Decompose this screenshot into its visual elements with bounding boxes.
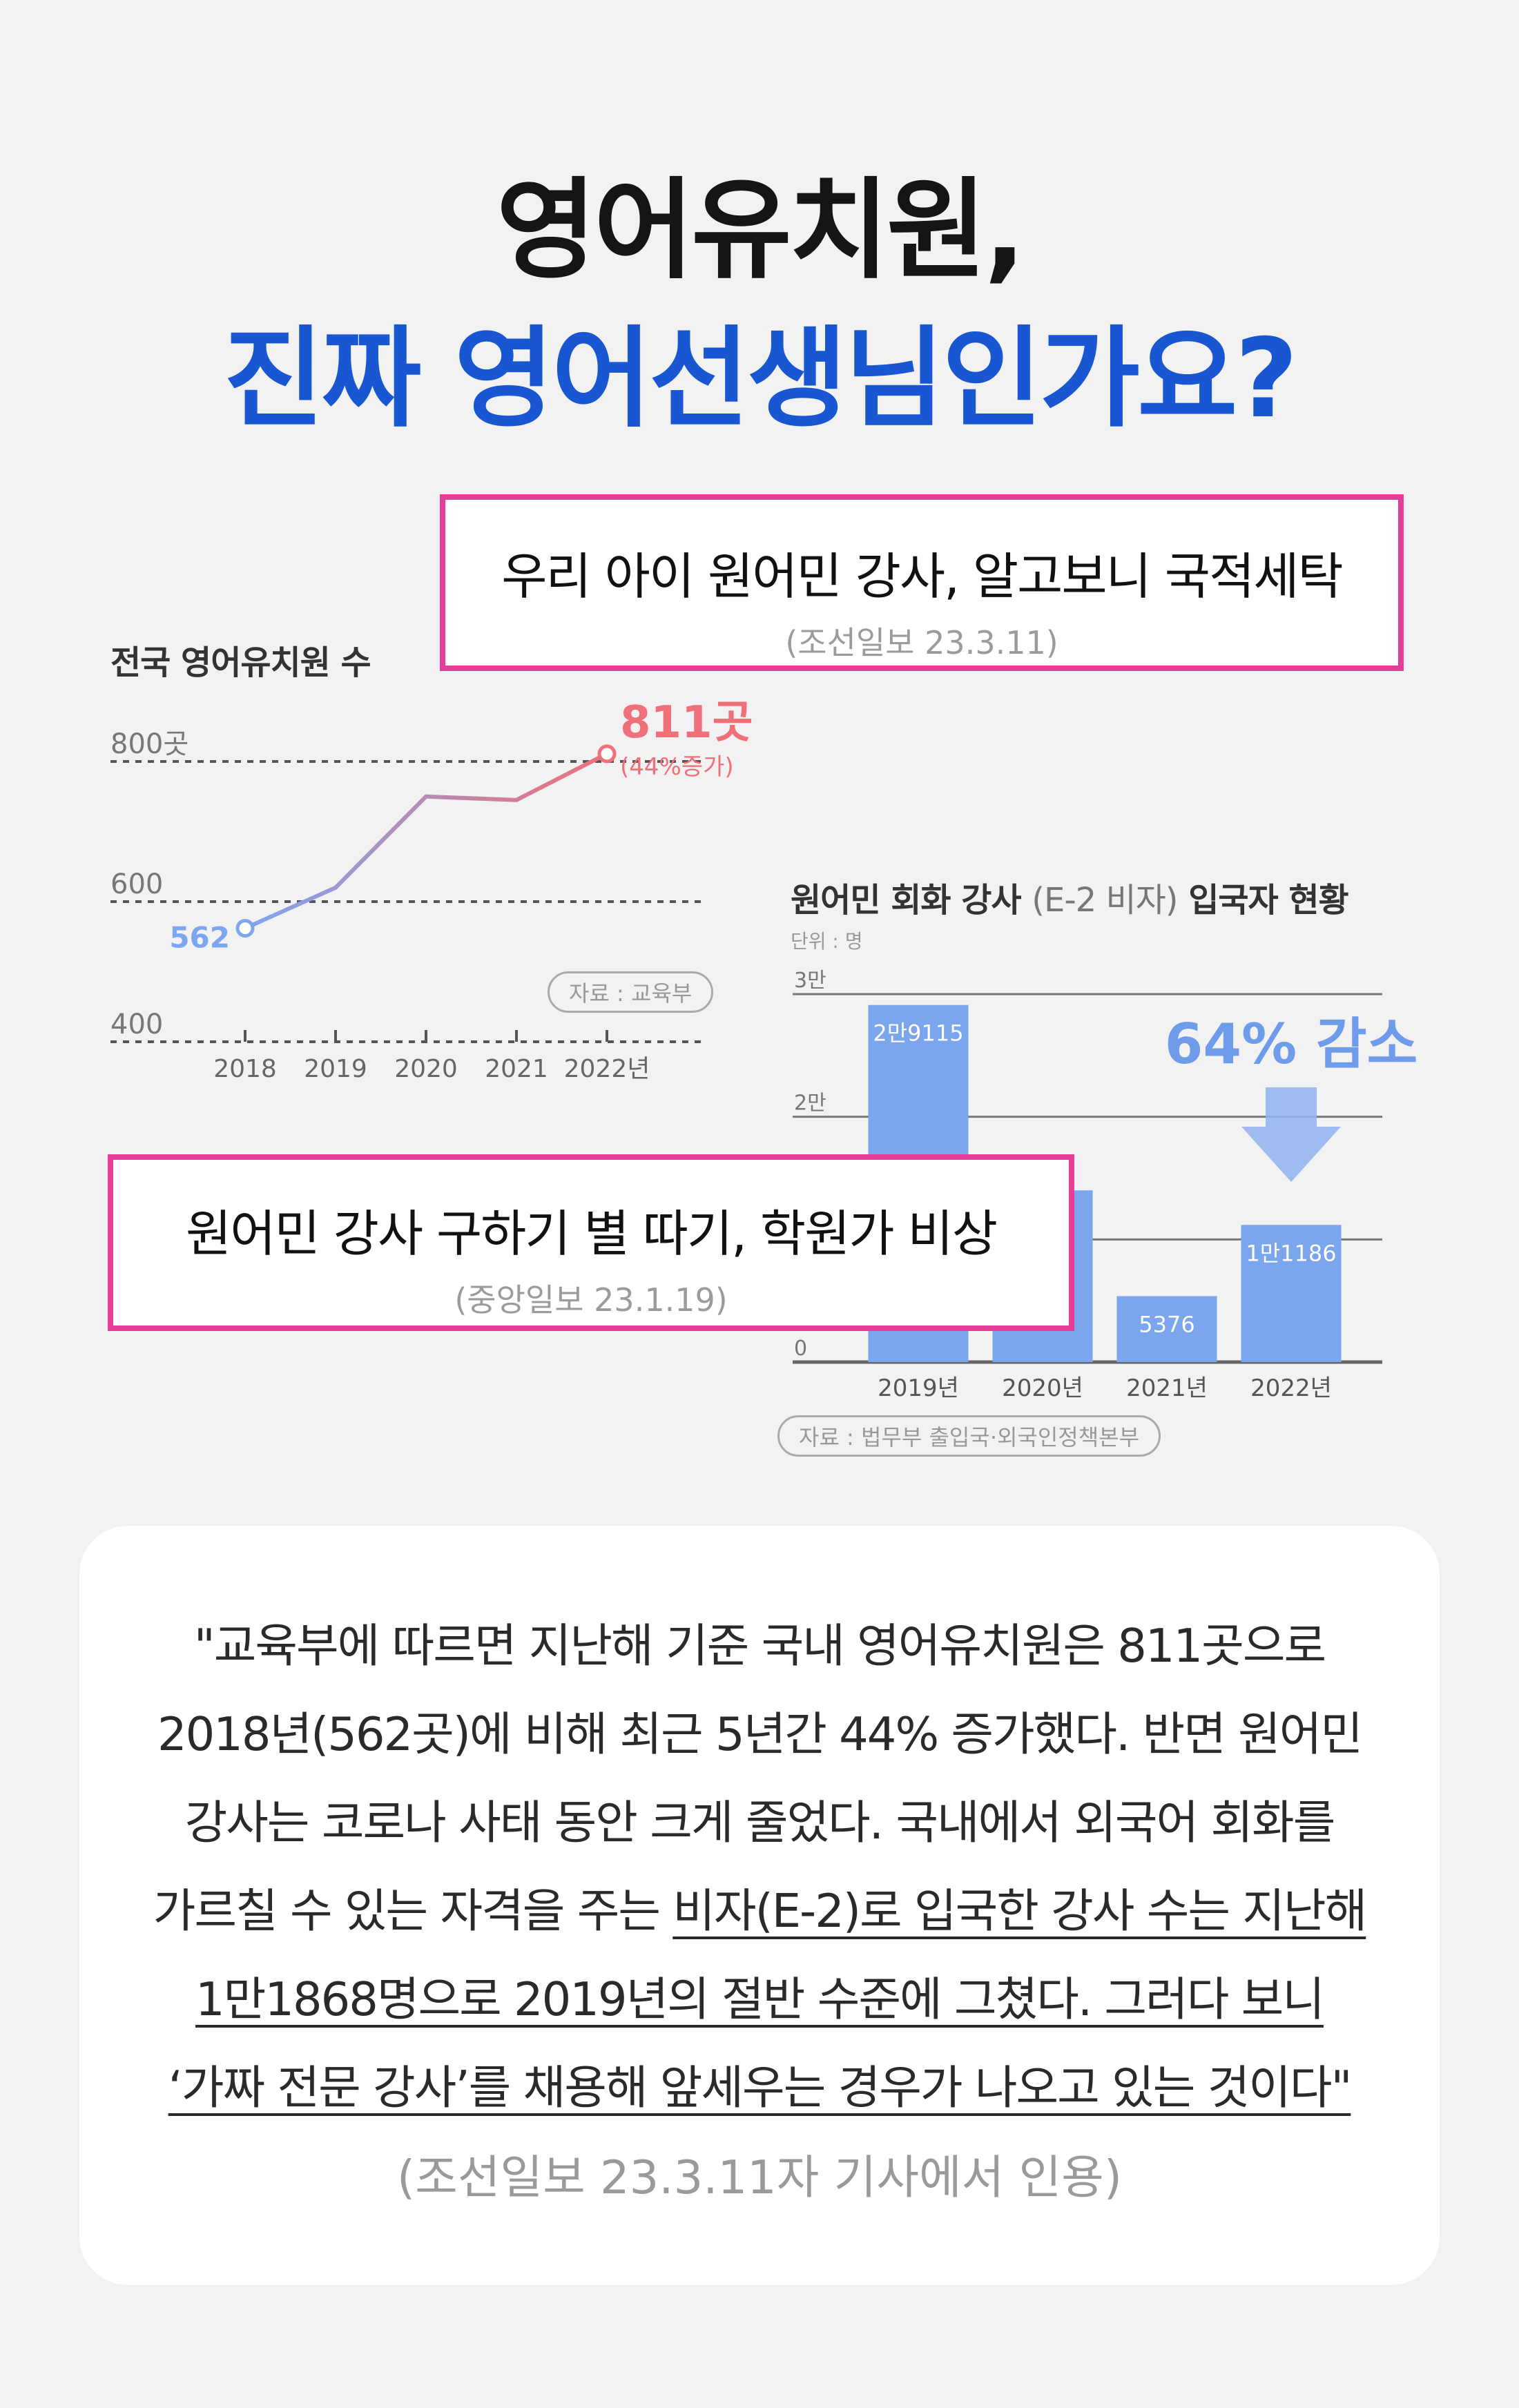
quote-line-2: 2018년(562곳)에 비해 최근 5년간 44% 증가했다. 반면 원어민: [157, 1707, 1363, 1761]
quote-line-6: ‘가짜 전문 강사’를 채용해 앞세우는 경우가 나오고 있는 것이다": [79, 2050, 1440, 2117]
chart2-bar: [1116, 1296, 1217, 1362]
chart2-x-tick-label: 2020년: [1002, 1375, 1083, 1402]
quote-line-5-text: 1만1868명으로 2019년의 절반 수준에 그쳤다. 그러다 보니: [195, 1972, 1325, 2026]
headline-2-text: 원어민 강사 구하기 별 따기, 학원가 비상: [185, 1205, 998, 1263]
page-title-line1: 영어유치원,: [496, 167, 1026, 294]
chart2-y-tick-label: 2만: [794, 1091, 826, 1116]
chart1-x-tick-label: 2019: [304, 1055, 367, 1083]
chart1-point: [235, 919, 255, 938]
headline-1-text: 우리 아이 원어민 강사, 알고보니 국적세탁: [501, 547, 1343, 605]
chart2-bar-label: 5376: [1139, 1311, 1194, 1337]
chart2-source-pill: 자료 : 법무부 출입국·외국인정책본부: [777, 1415, 1161, 1457]
chart1-change-label: (44%증가): [620, 753, 734, 781]
chart2-x-tick-label: 2019년: [878, 1375, 959, 1402]
quote-line-4: 가르칠 수 있는 자격을 주는 비자(E-2)로 입국한 강사 수는 지난해: [79, 1874, 1440, 1941]
chart2-title-bold2: 입국자 현황: [1188, 881, 1349, 920]
chart2-bar-label: 2만9115: [873, 1020, 963, 1047]
quote-line-4-plain: 가르칠 수 있는 자격을 주는: [153, 1884, 673, 1938]
quote-line-5: 1만1868명으로 2019년의 절반 수준에 그쳤다. 그러다 보니: [79, 1962, 1440, 2029]
headline-1-source: (조선일보 23.3.11): [785, 624, 1058, 661]
chart1-x-tick-label: 2020: [394, 1055, 458, 1083]
headline-box-2: 원어민 강사 구하기 별 따기, 학원가 비상 (중앙일보 23.1.19): [108, 1154, 1074, 1331]
decrease-label: 64% 감소: [1165, 1012, 1418, 1076]
quote-line-3: 강사는 코로나 사태 동안 크게 줄었다. 국내에서 외국어 회화를: [184, 1796, 1336, 1849]
chart1-series-line: [244, 752, 608, 931]
chart2-bar-label: 1만1186: [1246, 1240, 1336, 1266]
page-title-line2: 진짜 영어선생님인가요?: [223, 315, 1298, 443]
chart1-point: [597, 744, 617, 764]
chart1-x-tick-label: 2018: [213, 1055, 277, 1083]
chart1-x-axis: 2018 2019 2020 2021 2022년: [213, 1030, 650, 1083]
chart2-unit: 단위 : 명: [791, 930, 863, 953]
chart2-title: 원어민 회화 강사 (E-2 비자) 입국자 현황: [791, 873, 1349, 921]
chart2-bar: [1241, 1225, 1342, 1362]
chart1-gridlines: 400 600 800곳: [110, 728, 701, 1043]
chart2-title-light: (E-2 비자): [1032, 881, 1178, 920]
chart1-title: 전국 영어유치원 수: [110, 643, 371, 682]
headline-box-1: 우리 아이 원어민 강사, 알고보니 국적세탁 (조선일보 23.3.11): [440, 494, 1404, 671]
chart2-labels: 2만9115 2019년 2020년 5376 2021년 1만1186 2022년: [873, 1020, 1336, 1402]
chart1-labels: 562 811곳 (44%증가): [169, 697, 753, 955]
chart2-title-bold: 원어민 회화 강사: [791, 881, 1022, 920]
chart2-x-tick-label: 2021년: [1126, 1375, 1208, 1402]
chart1-y-tick-label: 800곳: [110, 728, 188, 760]
quote-line-4-underlined: 비자(E-2)로 입국한 강사 수는 지난해: [673, 1884, 1367, 1938]
chart1-x-tick-label: 2022년: [564, 1055, 650, 1083]
chart1-y-tick-label: 400: [110, 1009, 163, 1040]
chart1-y-tick-label: 600: [110, 868, 163, 900]
chart1-points: [235, 744, 617, 938]
chart1-end-label: 811곳: [620, 697, 753, 748]
chart2-decrease-annotation: 64% 감소: [1165, 1012, 1418, 1182]
down-arrow-icon: [1241, 1087, 1341, 1182]
chart1-start-label: 562: [169, 921, 230, 955]
quote-line-1: "교육부에 따르면 지난해 기준 국내 영어유치원은 811곳으로: [193, 1619, 1326, 1673]
chart1-x-tick-label: 2021: [485, 1055, 548, 1083]
quote-line-6-text: ‘가짜 전문 강사’를 채용해 앞세우는 경우가 나오고 있는 것이다": [168, 2061, 1353, 2115]
quote-source: (조선일보 23.3.11자 기사에서 인용): [397, 2150, 1122, 2204]
headline-2-source: (중앙일보 23.1.19): [454, 1281, 728, 1319]
chart2-x-tick-label: 2022년: [1250, 1375, 1332, 1402]
chart1-source-pill: 자료 : 교육부: [548, 971, 714, 1013]
quote-card: "교육부에 따르면 지난해 기준 국내 영어유치원은 811곳으로 2018년(…: [79, 1526, 1440, 2285]
chart2-y-tick-label: 3만: [794, 969, 826, 993]
chart2-y-tick-label: 0: [794, 1337, 807, 1361]
